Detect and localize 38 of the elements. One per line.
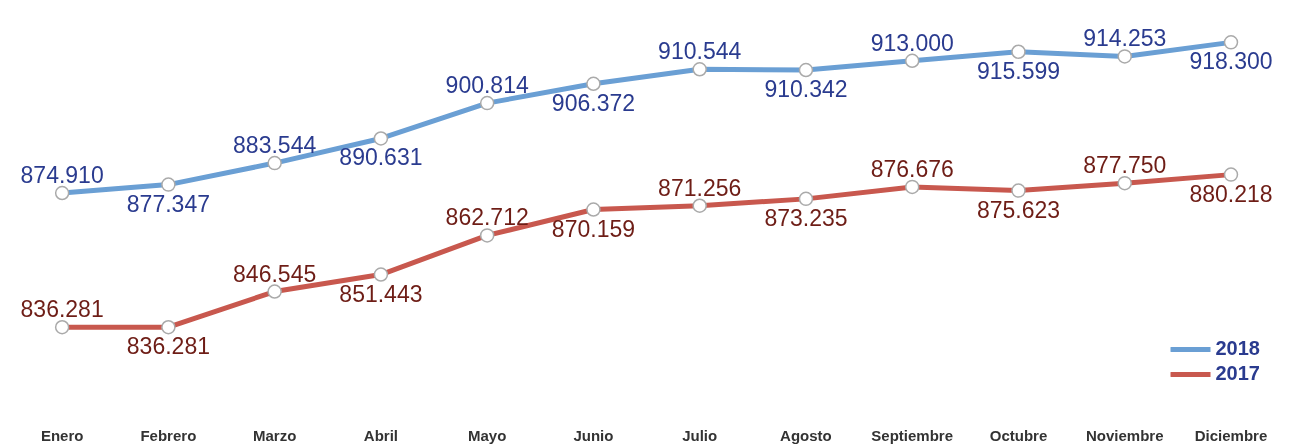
x-tick-label: Enero [40, 426, 84, 444]
data-label: 862.712 [445, 204, 529, 231]
data-label: 877.347 [126, 190, 210, 217]
data-label: 836.281 [20, 296, 104, 323]
data-label: 913.000 [870, 29, 954, 56]
data-label: 906.372 [551, 89, 635, 116]
x-tick-label: Octubre [989, 426, 1048, 444]
data-label: 875.623 [976, 196, 1061, 223]
data-label: 846.545 [233, 260, 317, 287]
data-label: 836.281 [126, 333, 210, 360]
x-tick-label: Agosto [780, 426, 832, 444]
data-label: 874.910 [20, 162, 104, 189]
data-label: 870.159 [551, 215, 635, 242]
x-tick-label: Junio [573, 426, 614, 444]
x-tick-label: Mayo [468, 426, 507, 444]
x-tick-label: Marzo [252, 426, 297, 444]
data-label: 910.544 [658, 38, 742, 65]
data-label: 910.342 [764, 76, 848, 103]
x-tick-label: Noviembre [1085, 426, 1164, 444]
data-label: 915.599 [976, 57, 1061, 84]
legend-label: 2017 [1215, 362, 1260, 385]
data-label: 890.631 [339, 144, 423, 171]
x-tick-label: Febrero [140, 426, 197, 444]
data-label: 900.814 [445, 72, 529, 99]
data-label: 877.750 [1083, 152, 1167, 179]
x-tick-label: Julio [682, 426, 718, 444]
data-label: 883.544 [233, 132, 317, 159]
data-label: 871.256 [658, 174, 742, 201]
data-label: 851.443 [339, 280, 423, 307]
data-label: 880.218 [1189, 180, 1273, 207]
x-tick-label: Septiembre [871, 426, 954, 444]
data-label: 914.253 [1083, 25, 1167, 52]
data-label: 873.235 [764, 204, 848, 231]
x-tick-label: Diciembre [1194, 426, 1268, 444]
x-tick-label: Abril [363, 426, 398, 444]
legend-label: 2018 [1215, 337, 1260, 360]
data-label: 918.300 [1189, 48, 1273, 75]
data-label: 876.676 [870, 155, 954, 182]
